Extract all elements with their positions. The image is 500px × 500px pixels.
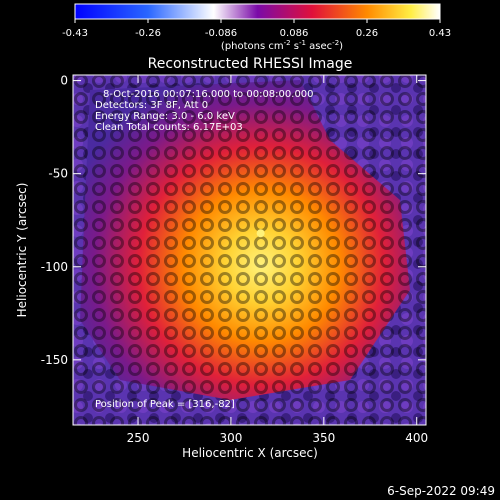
x-tick-label: 400 (405, 431, 428, 445)
colorbar-tick-label: -0.43 (62, 28, 88, 39)
colorbar-tick-label: 0.26 (356, 28, 378, 39)
annotation-line: Clean Total counts: 6.17E+03 (95, 122, 243, 133)
x-tick-label: 250 (127, 431, 150, 445)
colorbar (74, 3, 441, 20)
heatmap-image (73, 75, 426, 425)
x-axis-ticks: 250 300 350 400 (127, 75, 428, 445)
y-tick-label: -100 (41, 260, 68, 274)
colorbar-tick-label: -0.26 (135, 28, 161, 39)
y-tick-label: -50 (48, 167, 68, 181)
footer-date: 6-Sep-2022 09:49 (387, 484, 495, 498)
annotation-block: 8-Oct-2016 00:07:16.000 to 00:08:00.000D… (95, 89, 314, 133)
colorbar-tick-label: -0.086 (205, 28, 237, 39)
y-tick-label: 0 (60, 74, 68, 88)
colorbar-tick-label: 0.43 (429, 28, 451, 39)
x-tick-label: 350 (312, 431, 335, 445)
y-tick-label: -150 (41, 353, 68, 367)
annotation-line: 8-Oct-2016 00:07:16.000 to 00:08:00.000 (103, 89, 314, 100)
y-axis-label: Heliocentric Y (arcsec) (15, 183, 29, 318)
x-tick-label: 300 (219, 431, 242, 445)
annotation-line: Detectors: 3F 8F, Att 0 (95, 100, 208, 111)
y-axis-ticks: 0 -50 -100 -150 (41, 74, 426, 367)
x-axis-label: Heliocentric X (arcsec) (182, 446, 318, 460)
ring-artifacts (73, 75, 426, 425)
colorbar-ticks: -0.43 -0.26 -0.086 0.086 0.26 0.43 (62, 19, 451, 39)
chart-title: Reconstructed RHESSI Image (148, 56, 353, 72)
annotation-line: Energy Range: 3.0 - 6.0 keV (95, 111, 235, 122)
peak-position-label: Position of Peak = [316,-82] (95, 399, 235, 410)
peak-marker (256, 229, 265, 238)
colorbar-tick-label: 0.086 (280, 28, 309, 39)
plot-frame (72, 74, 427, 426)
colorbar-unit-label: (photons cm-2 s-1 asec-2) (221, 39, 343, 52)
